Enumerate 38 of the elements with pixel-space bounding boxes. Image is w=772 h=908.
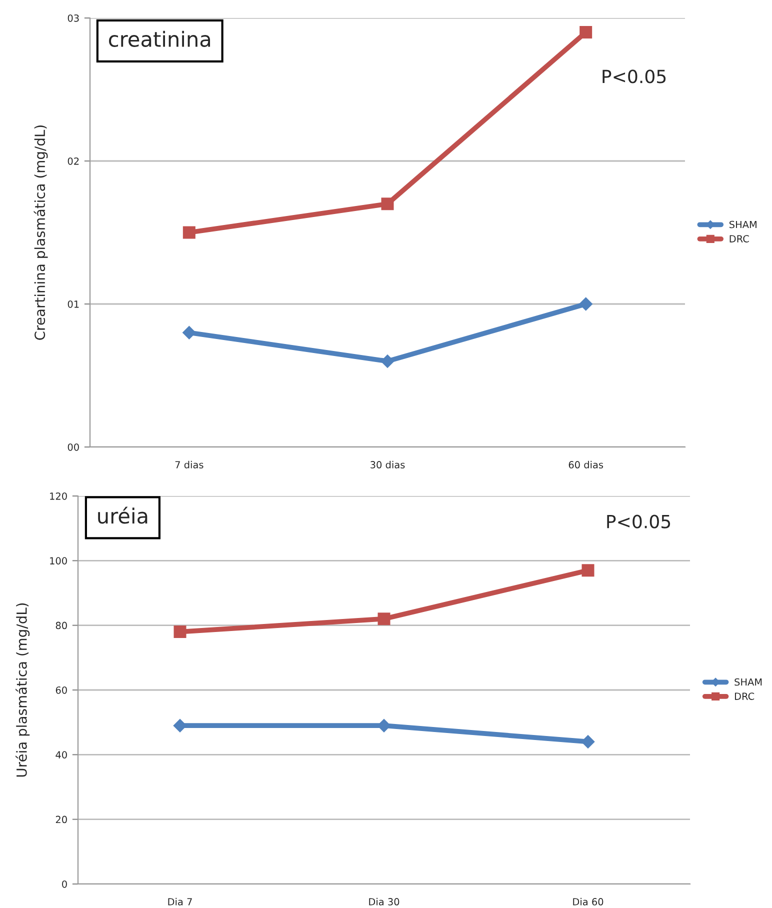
text: creatinina <box>109 30 210 47</box>
y-tick-label: 120 <box>50 492 67 500</box>
y-tick-label: 02 <box>68 157 79 165</box>
legend-label: DRC <box>730 235 749 242</box>
y-axis-title: Uréia plasmática (mg/dL) <box>16 603 30 777</box>
y-axis-title: Creartinina plasmática (mg/dL) <box>34 126 48 340</box>
y-tick-label: 0 <box>62 880 67 888</box>
y-tick-label: 100 <box>50 557 67 564</box>
y-tick-label: 60 <box>56 686 67 694</box>
point <box>579 297 592 311</box>
annotation: P<0.05 <box>607 514 670 528</box>
legend-label: SHAM <box>734 678 762 686</box>
point <box>380 354 394 368</box>
x-tick-label: Dia 7 <box>168 898 192 906</box>
x-tick-label: 60 dias <box>568 460 604 468</box>
x-tick-label: Dia 60 <box>573 898 604 906</box>
point <box>182 226 196 239</box>
x-tick-label: Dia 30 <box>369 898 400 906</box>
y-tick-label: 40 <box>56 751 67 758</box>
y-tick-label: 03 <box>68 14 79 22</box>
point <box>378 612 390 626</box>
point <box>580 26 592 39</box>
y-tick-label: 20 <box>56 816 67 824</box>
y-tick-label: 01 <box>68 300 79 308</box>
y-tick-label: 80 <box>56 622 67 630</box>
point <box>182 326 196 340</box>
point <box>174 626 186 638</box>
x-tick-label: 7 dias <box>175 460 204 468</box>
y-tick-label: 00 <box>68 443 79 451</box>
chart-title: uréia <box>98 506 148 524</box>
legend-label: DRC <box>734 692 754 700</box>
point <box>173 718 187 732</box>
annotation: P<0.05 <box>602 70 666 84</box>
point <box>582 564 594 577</box>
point <box>581 735 595 748</box>
legend-label: SHAM <box>730 220 756 228</box>
x-tick-label: 30 dias <box>370 460 405 468</box>
point <box>381 198 394 210</box>
